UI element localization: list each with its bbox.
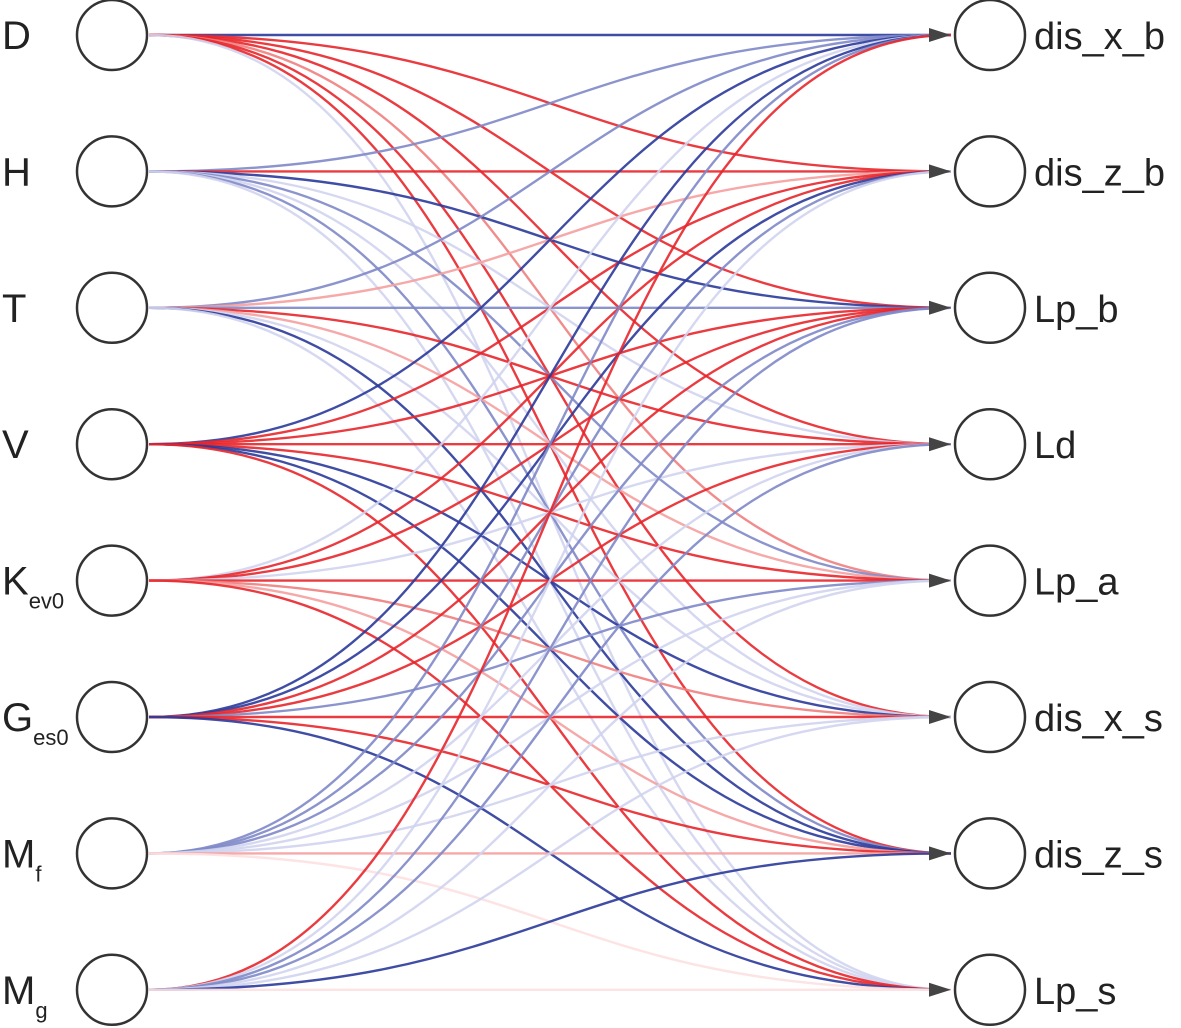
edge bbox=[148, 306, 952, 991]
output-label: dis_x_s bbox=[1034, 698, 1163, 740]
output-label: Lp_b bbox=[1034, 289, 1119, 331]
output-node bbox=[953, 953, 1027, 1027]
label-main: M bbox=[2, 832, 35, 876]
edge bbox=[148, 170, 952, 991]
arrowhead bbox=[929, 710, 951, 724]
edge bbox=[148, 715, 952, 991]
output-label: dis_x_b bbox=[1034, 16, 1165, 58]
arrowhead bbox=[929, 573, 951, 588]
output-node bbox=[953, 817, 1027, 890]
input-label: H bbox=[2, 150, 31, 194]
input-label: T bbox=[2, 287, 26, 331]
output-label: dis_z_b bbox=[1034, 152, 1165, 194]
label-main: H bbox=[2, 150, 31, 194]
input-node bbox=[75, 0, 149, 72]
input-node bbox=[75, 817, 149, 890]
input-label: Kev0 bbox=[2, 560, 64, 614]
label-subscript: g bbox=[35, 998, 47, 1023]
edge bbox=[148, 579, 952, 991]
input-node bbox=[75, 953, 149, 1027]
input-node bbox=[75, 407, 149, 481]
input-label: Mg bbox=[2, 969, 48, 1023]
edge bbox=[148, 33, 952, 719]
label-main: K bbox=[2, 560, 29, 604]
edge bbox=[148, 33, 952, 855]
input-label: Ges0 bbox=[2, 696, 69, 750]
label-main: V bbox=[2, 423, 29, 467]
output-label: dis_z_s bbox=[1034, 834, 1163, 876]
output-label: Lp_s bbox=[1034, 971, 1116, 1013]
edge bbox=[148, 33, 952, 173]
arrowhead bbox=[929, 300, 951, 315]
output-node bbox=[953, 680, 1027, 754]
output-node bbox=[953, 407, 1027, 481]
label-main: D bbox=[2, 14, 31, 58]
input-node bbox=[75, 271, 149, 345]
output-label: Ld bbox=[1034, 425, 1076, 467]
arrowhead bbox=[929, 846, 951, 861]
arrowhead bbox=[929, 437, 951, 452]
input-node bbox=[75, 135, 149, 208]
input-label: Mf bbox=[2, 832, 42, 886]
arrowhead bbox=[929, 164, 951, 179]
input-label: D bbox=[2, 14, 31, 58]
edge bbox=[148, 852, 952, 991]
label-subscript: ev0 bbox=[29, 589, 64, 614]
output-node bbox=[953, 271, 1027, 345]
edge bbox=[148, 33, 952, 991]
label-main: G bbox=[2, 696, 33, 740]
label-main: M bbox=[2, 969, 35, 1013]
output-label: Lp_a bbox=[1034, 562, 1119, 604]
output-node bbox=[953, 0, 1027, 72]
input-label: V bbox=[2, 423, 29, 467]
edge bbox=[148, 443, 952, 991]
input-node bbox=[75, 680, 149, 754]
arrowhead bbox=[929, 28, 951, 42]
edge bbox=[148, 33, 952, 446]
edge bbox=[148, 33, 952, 582]
label-subscript: es0 bbox=[33, 725, 68, 750]
arrowhead bbox=[929, 982, 951, 997]
output-node bbox=[953, 135, 1027, 208]
edge bbox=[148, 33, 952, 309]
label-subscript: f bbox=[35, 861, 42, 886]
output-node bbox=[953, 544, 1027, 617]
label-main: T bbox=[2, 287, 26, 331]
input-node bbox=[75, 544, 149, 617]
